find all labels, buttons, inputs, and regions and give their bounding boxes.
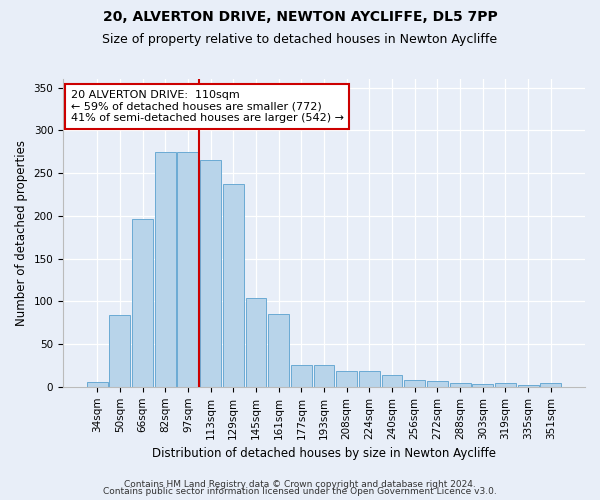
Text: Contains HM Land Registry data © Crown copyright and database right 2024.: Contains HM Land Registry data © Crown c… [124, 480, 476, 489]
Bar [541, 384, 561, 387]
Bar [200, 160, 221, 387]
Text: 20, ALVERTON DRIVE, NEWTON AYCLIFFE, DL5 7PP: 20, ALVERTON DRIVE, NEWTON AYCLIFFE, DL5… [103, 10, 497, 24]
Bar [291, 364, 312, 387]
Text: Size of property relative to detached houses in Newton Aycliffe: Size of property relative to detached ho… [103, 32, 497, 46]
Bar [87, 382, 107, 387]
Bar [132, 219, 153, 387]
Bar [449, 384, 470, 387]
Bar [245, 298, 266, 387]
Bar [268, 314, 289, 387]
Bar [404, 380, 425, 387]
Text: 20 ALVERTON DRIVE:  110sqm
← 59% of detached houses are smaller (772)
41% of sem: 20 ALVERTON DRIVE: 110sqm ← 59% of detac… [71, 90, 344, 123]
X-axis label: Distribution of detached houses by size in Newton Aycliffe: Distribution of detached houses by size … [152, 447, 496, 460]
Bar [223, 184, 244, 387]
Bar [518, 385, 539, 387]
Bar [382, 375, 403, 387]
Bar [427, 381, 448, 387]
Bar [155, 152, 176, 387]
Bar [314, 364, 334, 387]
Y-axis label: Number of detached properties: Number of detached properties [15, 140, 28, 326]
Bar [109, 315, 130, 387]
Bar [472, 384, 493, 387]
Bar [359, 370, 380, 387]
Text: Contains public sector information licensed under the Open Government Licence v3: Contains public sector information licen… [103, 487, 497, 496]
Bar [178, 152, 199, 387]
Bar [495, 384, 516, 387]
Bar [336, 370, 357, 387]
